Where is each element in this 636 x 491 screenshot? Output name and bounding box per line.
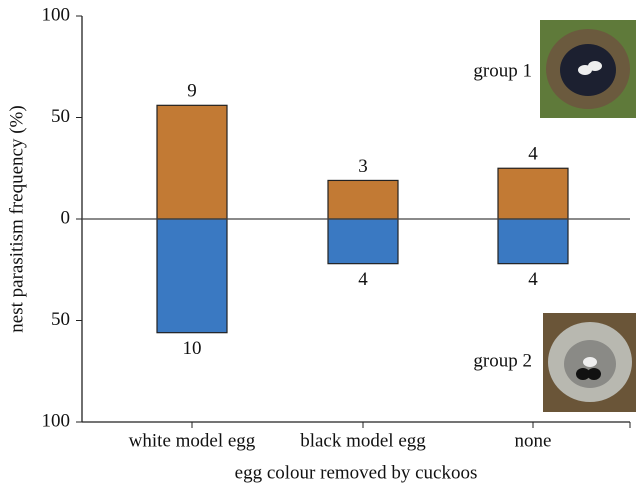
bar	[498, 168, 568, 219]
y-tick-label: 100	[42, 410, 71, 431]
count-label: 3	[358, 156, 368, 177]
bar	[328, 180, 398, 219]
y-tick-label: 50	[51, 106, 70, 127]
x-axis-title: egg colour removed by cuckoos	[235, 462, 478, 483]
bar	[157, 105, 227, 219]
legend-label: group 2	[473, 350, 532, 371]
x-tick-label: black model egg	[300, 430, 426, 451]
bar	[498, 219, 568, 264]
count-label: 4	[528, 269, 538, 290]
y-tick-label: 0	[61, 207, 71, 228]
x-tick-label: none	[515, 430, 552, 451]
x-tick-label: white model egg	[129, 430, 256, 451]
photo-group-1	[540, 20, 636, 118]
bar	[328, 219, 398, 264]
legend-label: group 1	[473, 60, 532, 81]
photo-group-2	[543, 313, 636, 412]
y-tick-label: 100	[42, 4, 71, 25]
count-label: 10	[183, 338, 202, 359]
chart: egg colour removed by cuckoos nest paras…	[0, 0, 636, 486]
count-label: 4	[358, 269, 368, 290]
y-tick-label: 50	[51, 309, 70, 330]
y-axis-title: nest parasitism frequency (%)	[6, 105, 27, 332]
bar	[157, 219, 227, 333]
count-label: 4	[528, 144, 538, 165]
count-label: 9	[187, 81, 197, 102]
